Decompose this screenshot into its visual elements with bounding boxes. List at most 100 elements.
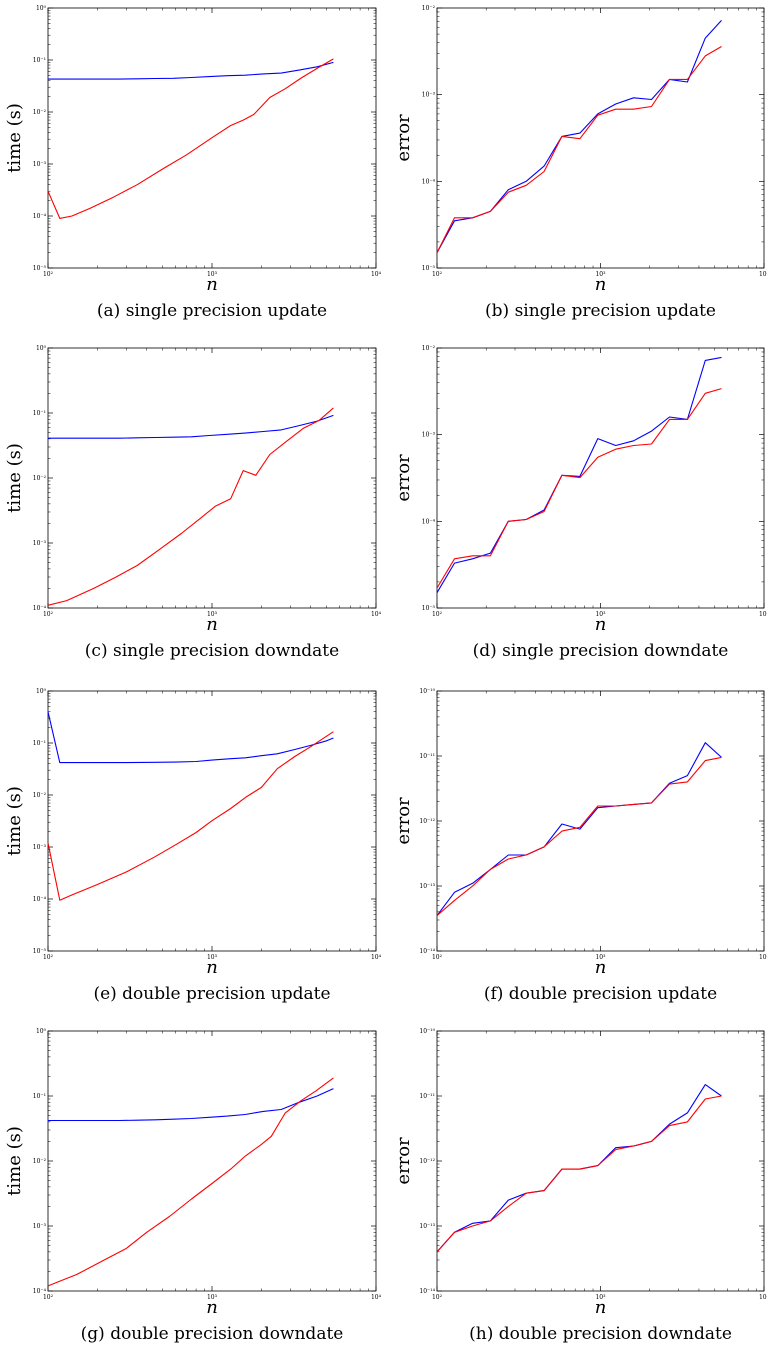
panel-caption: (f) double precision update [484, 984, 717, 1004]
y-tick-label: 10⁻² [422, 345, 436, 352]
y-tick-label: 10⁻² [33, 792, 47, 799]
y-axis-label: time (s) [4, 786, 25, 856]
x-tick-label: 10³ [595, 954, 606, 961]
y-tick-label: 10⁻³ [33, 540, 47, 547]
panel-caption: (c) single precision downdate [85, 641, 339, 661]
x-tick-label: 10² [43, 271, 54, 278]
x-tick-label: 10⁴ [759, 1294, 767, 1301]
x-tick-label: 10⁴ [371, 1294, 382, 1301]
x-tick-label: 10⁴ [371, 271, 382, 278]
blue-series-line [436, 356, 722, 593]
x-axis-label: n [595, 1297, 607, 1318]
y-tick-label: 10⁻¹¹ [419, 753, 435, 760]
y-tick-label: 10⁻¹⁰ [419, 688, 435, 695]
panel-caption: (b) single precision update [485, 301, 716, 321]
x-axis-label: n [206, 274, 218, 295]
chart-panel-8: 10² 10³ 10⁴ 10⁻¹⁴ 10⁻¹³ 10⁻¹² 10⁻¹¹ 10⁻¹⁰ n error… [393, 1028, 767, 1344]
x-axis-label: n [595, 957, 607, 978]
y-tick-label: 10⁻⁴ [33, 1288, 47, 1295]
y-tick-label: 10⁻¹⁰ [419, 1028, 435, 1035]
minor-ticks [437, 348, 764, 608]
plot-frame [436, 690, 765, 952]
minor-ticks [48, 348, 376, 608]
y-tick-label: 10⁻³ [422, 92, 436, 99]
plot-frame [436, 1030, 765, 1292]
x-tick-label: 10² [43, 954, 54, 961]
plot-frame [47, 347, 377, 609]
y-axis-label: error [393, 114, 414, 162]
minor-ticks [48, 691, 376, 951]
blue-series-line [436, 20, 722, 253]
blue-series-line [48, 414, 334, 439]
y-axis-label: time (s) [4, 1126, 25, 1196]
x-tick-label: 10³ [207, 1294, 218, 1301]
chart-panel-2: 10² 10³ 10⁴ 10⁻⁵ 10⁻⁴ 10⁻³ 10⁻² n error (b) singl… [393, 5, 767, 321]
blue-series-line [47, 711, 334, 764]
y-tick-label: 10⁻³ [33, 1223, 47, 1230]
chart-panel-6: 10² 10³ 10⁴ 10⁻¹⁴ 10⁻¹³ 10⁻¹² 10⁻¹¹ 10⁻¹⁰ n error… [393, 688, 767, 1004]
y-tick-label: 10⁻⁵ [422, 265, 436, 272]
blue-series-line [48, 61, 334, 80]
red-series-line [47, 1077, 334, 1287]
y-tick-label: 10⁻² [33, 1158, 47, 1165]
chart-panel-1: 10² 10³ 10⁴ 10⁻⁵ 10⁻⁴ 10⁻³ 10⁻² 10⁻¹ 10⁰ n time (s… [4, 5, 382, 321]
y-tick-label: 10⁰ [36, 1028, 47, 1035]
red-series-line [47, 731, 334, 901]
y-tick-label: 10⁻¹ [33, 740, 46, 747]
x-tick-label: 10³ [595, 1294, 606, 1301]
y-tick-label: 10⁻⁴ [422, 518, 436, 525]
x-axis-label: n [206, 614, 218, 635]
x-tick-label: 10⁴ [759, 271, 767, 278]
x-tick-label: 10² [432, 954, 443, 961]
y-tick-label: 10⁻¹³ [419, 883, 435, 890]
panel-caption: (h) double precision downdate [469, 1324, 732, 1344]
x-tick-label: 10³ [207, 271, 218, 278]
y-tick-label: 10⁻¹⁴ [419, 948, 435, 955]
y-tick-label: 10⁻³ [33, 844, 47, 851]
y-tick-label: 10⁻¹ [33, 57, 46, 64]
y-axis-label: error [393, 797, 414, 845]
y-tick-label: 10⁻¹³ [419, 1223, 435, 1230]
y-tick-label: 10⁻⁴ [33, 213, 47, 220]
y-tick-label: 10⁻³ [422, 432, 436, 439]
red-series-line [47, 58, 334, 219]
y-tick-label: 10⁻⁴ [422, 178, 436, 185]
plot-frame [47, 1030, 377, 1292]
y-axis-label: time (s) [4, 443, 25, 513]
y-axis-label: time (s) [4, 103, 25, 173]
chart-panel-5: 10² 10³ 10⁴ 10⁻⁵ 10⁻⁴ 10⁻³ 10⁻² 10⁻¹ 10⁰ n time (s… [4, 688, 382, 1004]
x-axis-label: n [595, 614, 607, 635]
x-tick-label: 10³ [595, 611, 606, 618]
panel-caption: (e) double precision update [93, 984, 330, 1004]
y-tick-label: 10⁰ [36, 5, 47, 12]
chart-panel-3: 10² 10³ 10⁴ 10⁻⁴ 10⁻³ 10⁻² 10⁻¹ 10⁰ n time (s) (c)… [4, 345, 382, 661]
y-tick-label: 10⁰ [36, 688, 47, 695]
blue-series-line [436, 742, 722, 916]
minor-ticks [437, 1031, 764, 1291]
y-tick-label: 10⁻⁴ [33, 605, 47, 612]
y-axis-label: error [393, 454, 414, 502]
y-tick-label: 10⁻⁴ [33, 896, 47, 903]
minor-ticks [437, 691, 764, 951]
chart-panel-4: 10² 10³ 10⁴ 10⁻⁵ 10⁻⁴ 10⁻³ 10⁻² n error (d) singl… [393, 345, 767, 661]
panel-caption: (a) single precision update [97, 301, 327, 321]
x-tick-label: 10⁴ [371, 954, 382, 961]
x-tick-label: 10² [432, 611, 443, 618]
chart-panel-7: 10² 10³ 10⁴ 10⁻⁴ 10⁻³ 10⁻² 10⁻¹ 10⁰ n time (s) (g)… [4, 1028, 382, 1344]
panel-caption: (g) double precision downdate [81, 1324, 344, 1344]
x-tick-label: 10³ [595, 271, 606, 278]
panel-caption: (d) single precision downdate [473, 641, 729, 661]
y-tick-label: 10⁻¹² [419, 1158, 435, 1165]
x-tick-label: 10⁴ [759, 954, 767, 961]
y-tick-label: 10⁻⁵ [33, 948, 47, 955]
x-axis-label: n [595, 274, 607, 295]
y-tick-label: 10⁻¹ [33, 410, 46, 417]
x-tick-label: 10² [43, 1294, 54, 1301]
x-tick-label: 10² [432, 271, 443, 278]
y-tick-label: 10⁻¹² [419, 818, 435, 825]
minor-ticks [437, 8, 764, 268]
y-tick-label: 10⁻⁵ [33, 265, 47, 272]
y-axis-label: error [393, 1137, 414, 1185]
y-tick-label: 10⁻² [422, 5, 436, 12]
